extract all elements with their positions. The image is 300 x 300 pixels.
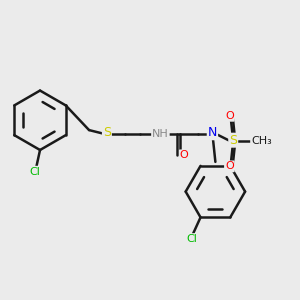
Text: O: O [225, 161, 234, 171]
Text: Cl: Cl [29, 167, 40, 177]
Text: O: O [225, 111, 234, 121]
Text: S: S [229, 134, 237, 147]
Text: N: N [208, 126, 217, 139]
Text: Cl: Cl [186, 234, 197, 244]
Text: CH₃: CH₃ [251, 136, 272, 146]
Text: O: O [180, 150, 189, 160]
Text: S: S [103, 126, 111, 139]
Text: NH: NH [152, 129, 169, 139]
